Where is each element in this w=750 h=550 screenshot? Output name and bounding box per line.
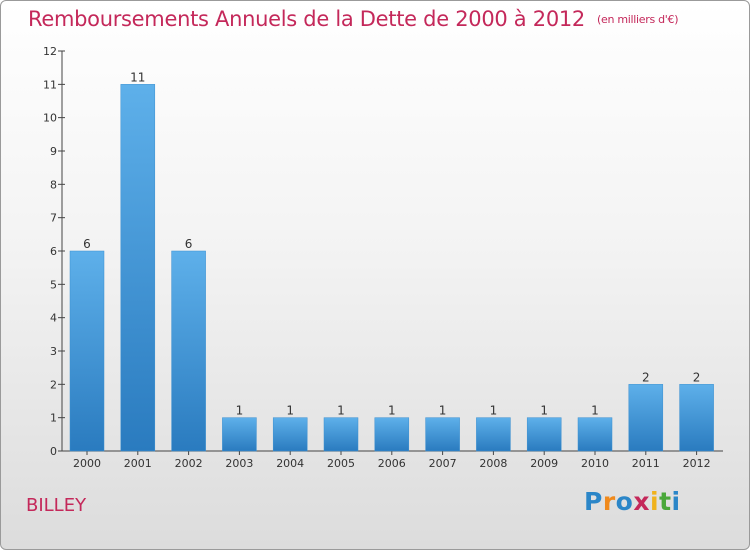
y-tick-label: 6 bbox=[50, 245, 57, 258]
x-tick-label: 2004 bbox=[276, 457, 304, 470]
bar bbox=[69, 250, 105, 452]
logo-letter: P bbox=[584, 487, 603, 516]
x-tick-label: 2007 bbox=[429, 457, 457, 470]
y-tick-label: 3 bbox=[50, 345, 57, 358]
data-label: 2 bbox=[642, 370, 650, 384]
y-tick-label: 11 bbox=[43, 78, 57, 91]
y-tick-label: 10 bbox=[43, 112, 57, 125]
data-label: 1 bbox=[337, 404, 345, 418]
bar bbox=[272, 417, 308, 452]
bar bbox=[120, 84, 156, 452]
y-tick-label: 12 bbox=[43, 45, 57, 58]
bar bbox=[628, 384, 664, 452]
x-tick-label: 2011 bbox=[632, 457, 660, 470]
x-tick-label: 2006 bbox=[378, 457, 406, 470]
logo-letter: i bbox=[650, 487, 660, 516]
x-tick-label: 2002 bbox=[175, 457, 203, 470]
chart-title: Remboursements Annuels de la Dette de 20… bbox=[28, 7, 678, 31]
x-tick-label: 2010 bbox=[581, 457, 609, 470]
bar bbox=[526, 417, 562, 452]
x-tick-label: 2003 bbox=[225, 457, 253, 470]
data-label: 2 bbox=[693, 370, 701, 384]
proxiti-logo: Proxiti bbox=[584, 487, 681, 516]
bar bbox=[171, 250, 206, 452]
x-tick-label: 2009 bbox=[530, 457, 558, 470]
bar bbox=[476, 417, 511, 452]
data-label: 6 bbox=[83, 237, 91, 251]
chart-labels: 2000620011120026200312004120051200612007… bbox=[73, 70, 711, 470]
bar bbox=[577, 417, 613, 452]
data-label: 1 bbox=[540, 404, 548, 418]
y-tick-label: 5 bbox=[50, 278, 57, 291]
data-label: 1 bbox=[236, 404, 244, 418]
logo-letter: o bbox=[615, 487, 634, 516]
y-tick-label: 0 bbox=[50, 445, 57, 458]
data-label: 11 bbox=[130, 70, 145, 84]
data-label: 1 bbox=[388, 404, 396, 418]
chart-title-text: Remboursements Annuels de la Dette de 20… bbox=[28, 7, 585, 31]
logo-letter: t bbox=[659, 487, 672, 516]
bar bbox=[425, 417, 460, 452]
data-label: 1 bbox=[286, 404, 294, 418]
x-tick-label: 2001 bbox=[124, 457, 152, 470]
x-tick-label: 2012 bbox=[683, 457, 711, 470]
y-tick-label: 4 bbox=[50, 312, 57, 325]
y-tick-label: 7 bbox=[50, 212, 57, 225]
commune-name: BILLEY bbox=[26, 495, 87, 516]
logo-letter: r bbox=[602, 487, 616, 516]
bar bbox=[679, 384, 714, 452]
x-tick-label: 2005 bbox=[327, 457, 355, 470]
y-tick-label: 9 bbox=[50, 145, 57, 158]
chart-subtitle: (en milliers d'€) bbox=[597, 13, 679, 26]
data-label: 1 bbox=[439, 404, 447, 418]
chart-bars bbox=[69, 84, 714, 452]
y-tick-label: 2 bbox=[50, 378, 57, 391]
y-tick-label: 8 bbox=[50, 178, 57, 191]
bar bbox=[222, 417, 257, 452]
data-label: 1 bbox=[490, 404, 498, 418]
logo-letter: x bbox=[633, 487, 650, 516]
data-label: 6 bbox=[185, 237, 193, 251]
y-tick-label: 1 bbox=[50, 412, 57, 425]
bar bbox=[374, 417, 410, 452]
x-tick-label: 2008 bbox=[479, 457, 507, 470]
bar bbox=[323, 417, 359, 452]
logo-letter: i bbox=[671, 487, 681, 516]
data-label: 1 bbox=[591, 404, 599, 418]
x-tick-label: 2000 bbox=[73, 457, 101, 470]
